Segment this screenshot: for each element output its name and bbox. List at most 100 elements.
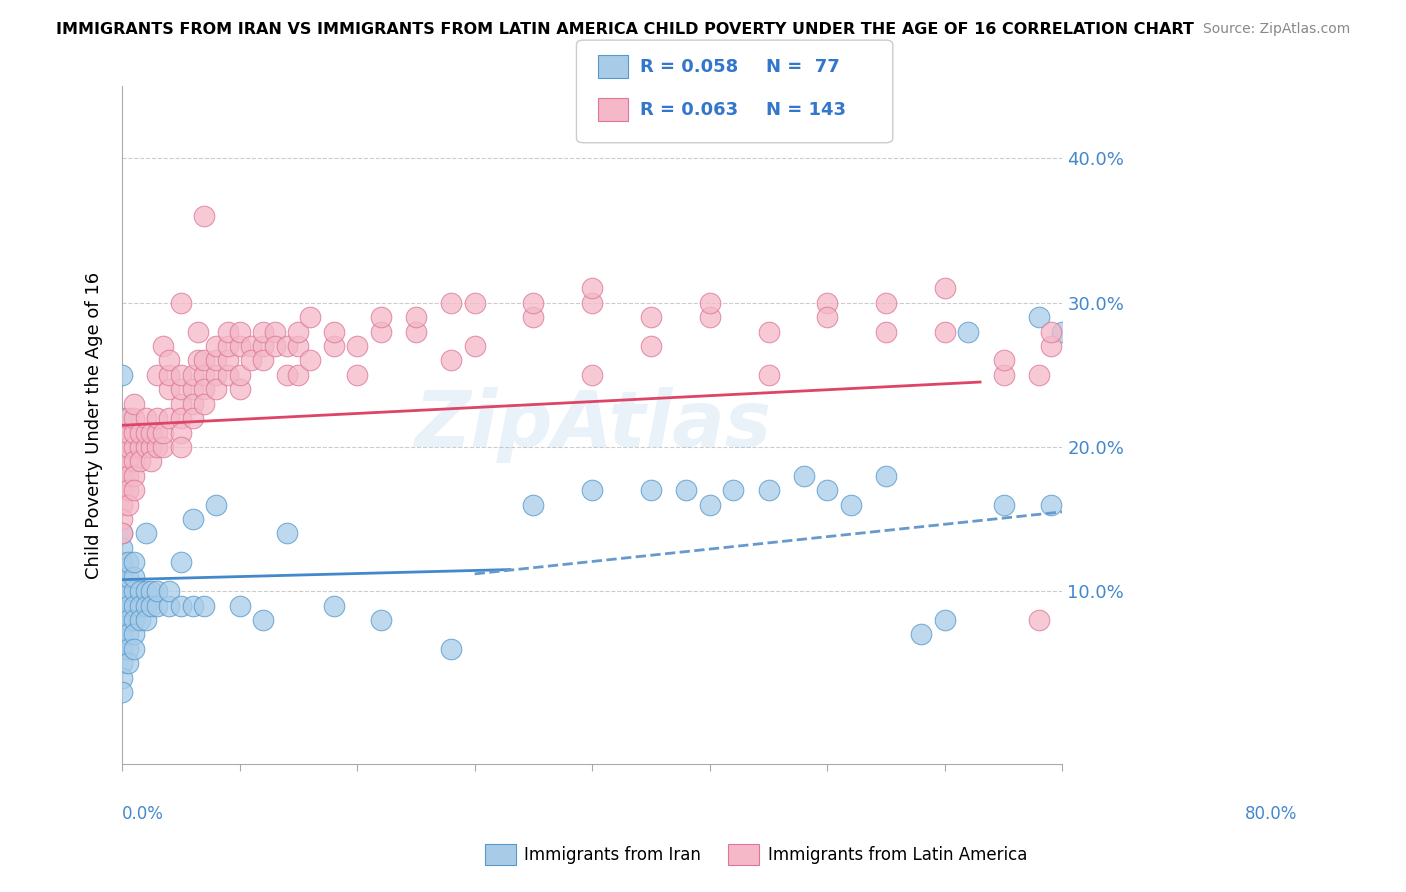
Text: Source: ZipAtlas.com: Source: ZipAtlas.com — [1202, 22, 1350, 37]
Point — [141, 425, 163, 440]
Point — [181, 382, 204, 396]
Point — [111, 541, 134, 555]
Point — [993, 353, 1015, 368]
Point — [117, 454, 139, 468]
Point — [252, 325, 274, 339]
Point — [152, 339, 174, 353]
Point — [1039, 498, 1062, 512]
Point — [263, 339, 285, 353]
Point — [117, 411, 139, 425]
Point — [193, 382, 215, 396]
Point — [117, 641, 139, 656]
Point — [640, 310, 662, 325]
Point — [111, 368, 134, 382]
Point — [581, 295, 603, 310]
Point — [640, 339, 662, 353]
Point — [135, 411, 157, 425]
Point — [1028, 368, 1050, 382]
Point — [934, 281, 956, 295]
Point — [141, 599, 163, 613]
Point — [276, 526, 298, 541]
Point — [146, 440, 169, 454]
Point — [146, 599, 169, 613]
Point — [815, 310, 838, 325]
Text: 0.0%: 0.0% — [122, 805, 165, 823]
Point — [758, 483, 780, 498]
Point — [464, 295, 486, 310]
Point — [322, 325, 344, 339]
Point — [170, 295, 193, 310]
Point — [111, 613, 134, 627]
Point — [146, 584, 169, 599]
Point — [193, 599, 215, 613]
Point — [957, 325, 980, 339]
Point — [128, 425, 150, 440]
Point — [157, 368, 180, 382]
Point — [170, 555, 193, 569]
Point — [152, 425, 174, 440]
Point — [122, 584, 145, 599]
Point — [217, 353, 239, 368]
Point — [522, 295, 544, 310]
Point — [157, 599, 180, 613]
Y-axis label: Child Poverty Under the Age of 16: Child Poverty Under the Age of 16 — [86, 272, 103, 579]
Point — [117, 440, 139, 454]
Point — [170, 397, 193, 411]
Point — [793, 468, 815, 483]
Point — [181, 512, 204, 526]
Point — [146, 411, 169, 425]
Point — [111, 570, 134, 584]
Point — [170, 368, 193, 382]
Point — [141, 584, 163, 599]
Point — [1039, 325, 1062, 339]
Point — [581, 368, 603, 382]
Point — [170, 440, 193, 454]
Point — [193, 368, 215, 382]
Point — [240, 353, 263, 368]
Point — [111, 512, 134, 526]
Point — [699, 295, 721, 310]
Point — [117, 599, 139, 613]
Point — [122, 483, 145, 498]
Point — [122, 599, 145, 613]
Point — [187, 353, 209, 368]
Point — [111, 425, 134, 440]
Point — [370, 325, 392, 339]
Point — [346, 339, 368, 353]
Point — [228, 368, 250, 382]
Point — [152, 440, 174, 454]
Point — [170, 382, 193, 396]
Point — [193, 209, 215, 223]
Point — [875, 468, 897, 483]
Point — [157, 382, 180, 396]
Point — [135, 526, 157, 541]
Point — [111, 591, 134, 606]
Text: R = 0.058: R = 0.058 — [640, 58, 738, 76]
Point — [181, 368, 204, 382]
Point — [287, 368, 309, 382]
Text: IMMIGRANTS FROM IRAN VS IMMIGRANTS FROM LATIN AMERICA CHILD POVERTY UNDER THE AG: IMMIGRANTS FROM IRAN VS IMMIGRANTS FROM … — [56, 22, 1194, 37]
Point — [263, 325, 285, 339]
Point — [205, 368, 228, 382]
Point — [111, 454, 134, 468]
Point — [815, 483, 838, 498]
Point — [287, 339, 309, 353]
Point — [128, 454, 150, 468]
Point — [228, 382, 250, 396]
Point — [934, 613, 956, 627]
Point — [405, 325, 427, 339]
Point — [117, 584, 139, 599]
Point — [1052, 325, 1074, 339]
Point — [111, 641, 134, 656]
Point — [135, 613, 157, 627]
Point — [252, 353, 274, 368]
Point — [181, 599, 204, 613]
Point — [157, 584, 180, 599]
Point — [157, 353, 180, 368]
Point — [1039, 339, 1062, 353]
Point — [117, 657, 139, 671]
Point — [117, 627, 139, 641]
Text: 80.0%: 80.0% — [1246, 805, 1298, 823]
Point — [111, 671, 134, 685]
Point — [299, 310, 322, 325]
